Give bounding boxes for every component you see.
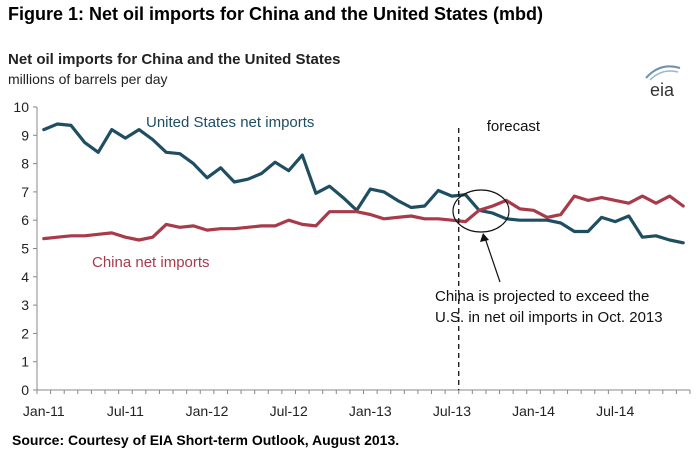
figure-heading: Figure 1: Net oil imports for China and … [8, 4, 544, 24]
chart-subtitle: millions of barrels per day [8, 71, 168, 87]
source-note: Source: Courtesy of EIA Short-term Outlo… [12, 432, 400, 448]
y-tick-label: 2 [21, 325, 29, 341]
callout-arrow-line [484, 237, 501, 283]
y-tick-label: 3 [21, 297, 29, 313]
y-tick-label: 9 [21, 127, 29, 143]
logo-text: eia [650, 80, 675, 100]
y-tick-label: 1 [21, 354, 29, 370]
chart-axes: 0 1 2 3 4 5 6 7 8 9 10 Jan-11 Jul-11 Jan-12 Jul-12 Jan-… [13, 99, 691, 419]
y-tick-label: 4 [21, 269, 29, 285]
callout-text-line-2: U.S. in net oil imports in Oct. 2013 [435, 309, 663, 326]
y-tick-label: 7 [21, 184, 29, 200]
china-line [42, 194, 685, 242]
callout-arrowhead [480, 233, 489, 242]
chart-marks [42, 122, 685, 245]
callout-text-line-1: China is projected to exceed the [435, 288, 649, 305]
y-tick-label: 0 [21, 382, 29, 398]
eia-logo: eia [640, 60, 684, 100]
x-tick-label: Jan-11 [23, 403, 65, 419]
logo-swoosh-icon [645, 65, 681, 81]
x-tick-label: Jul-11 [107, 403, 144, 419]
x-tick-label: Jan-13 [349, 403, 392, 419]
x-tick-label: Jul-12 [270, 403, 308, 419]
united-states-line [42, 122, 685, 245]
y-tick-label: 6 [21, 212, 29, 228]
x-tick-label: Jan-14 [512, 403, 555, 419]
x-tick-label: Jan-12 [186, 403, 229, 419]
chart-annotations: forecast United States net imports China n… [92, 114, 663, 390]
chart-title: Net oil imports for China and the United… [8, 51, 341, 68]
x-tick-label: Jul-13 [433, 403, 471, 419]
series-label-united-states: United States net imports [146, 114, 314, 131]
y-tick-label: 8 [21, 156, 29, 172]
crossover-ellipse [452, 189, 510, 233]
forecast-label: forecast [487, 118, 541, 135]
x-tick-label: Jul-14 [596, 403, 634, 419]
series-label-china: China net imports [92, 254, 210, 271]
y-tick-label: 5 [21, 241, 29, 257]
y-tick-label: 10 [13, 99, 29, 115]
